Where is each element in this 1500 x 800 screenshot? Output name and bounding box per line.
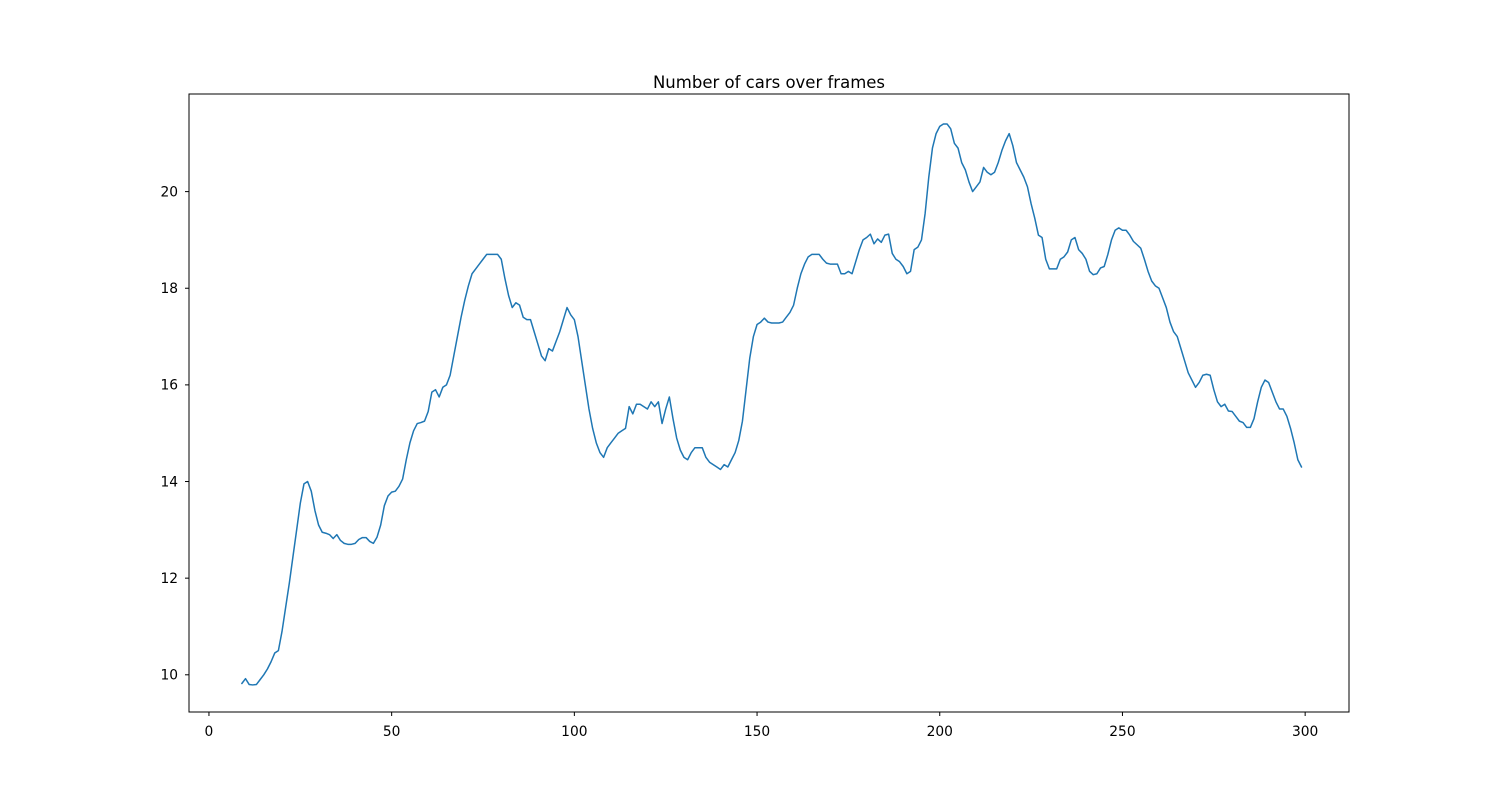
plot-area: 0 50 100 150 200 250 300 10 12 14 16 18 20 xyxy=(160,93,1350,740)
data-line xyxy=(241,123,1303,686)
x-tick-label: 300 xyxy=(1292,724,1318,740)
x-tick-label: 100 xyxy=(561,724,587,740)
y-tick-label: 18 xyxy=(160,281,178,297)
y-tick-label: 16 xyxy=(160,378,178,394)
y-tick-label: 12 xyxy=(160,571,178,587)
x-tick-label: 250 xyxy=(1109,724,1135,740)
x-tick-label: 50 xyxy=(383,724,401,740)
chart-title: Number of cars over frames xyxy=(653,73,885,92)
y-tick-label: 10 xyxy=(160,668,178,684)
y-tick-label: 20 xyxy=(160,184,178,200)
x-tick-label: 0 xyxy=(205,724,214,740)
x-tick-label: 150 xyxy=(744,724,770,740)
axes-spines xyxy=(188,93,1350,713)
y-tick-label: 14 xyxy=(160,474,178,490)
x-tick-label: 200 xyxy=(927,724,953,740)
